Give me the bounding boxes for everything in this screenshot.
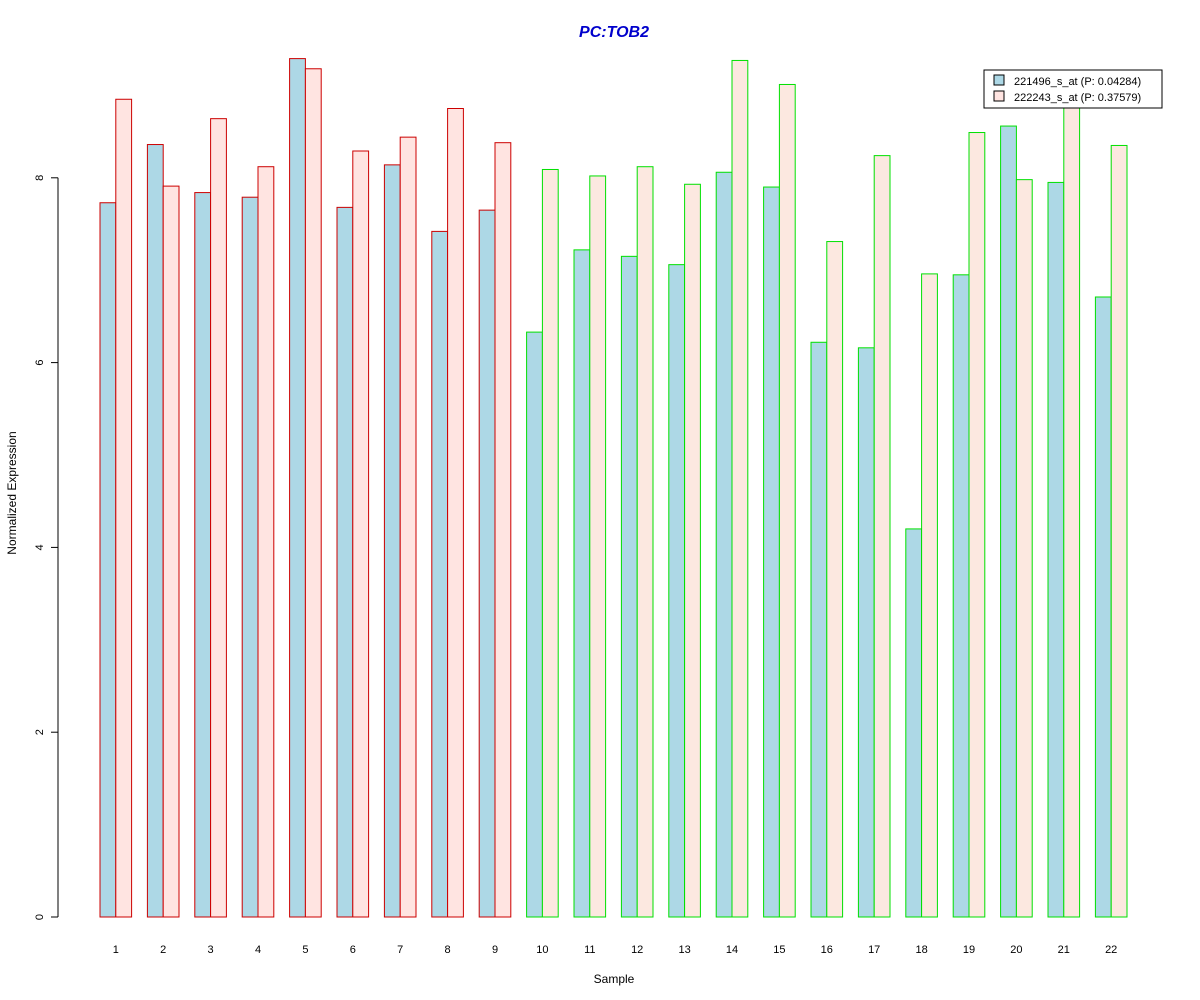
x-tick-label: 4	[255, 944, 261, 956]
legend-swatch-series-2	[993, 90, 1005, 102]
x-tick-label: 22	[1105, 944, 1117, 956]
bar-sample-10-series-1	[526, 331, 543, 918]
x-tick-label: 14	[726, 944, 738, 956]
x-tick-label: 1	[113, 944, 119, 956]
bar-sample-12-series-1	[620, 255, 638, 918]
x-tick-labels: 1 2 3 4 5 6 7 8 9 10 11 12 13 14 15 16 17 18 19 20 21 22	[113, 944, 1118, 956]
bar-sample-21-series-1	[1047, 181, 1065, 918]
bar-sample-16-series-1	[810, 341, 828, 918]
bar-sample-22-series-2	[1110, 144, 1128, 918]
bar-sample-4-series-2	[257, 166, 275, 918]
x-tick-label: 15	[773, 944, 785, 956]
bar-sample-7-series-2	[399, 136, 417, 918]
bar-sample-13-series-1	[668, 264, 686, 918]
bar-sample-17-series-2	[873, 155, 891, 918]
bar-sample-10-series-2	[541, 168, 559, 918]
bar-sample-18-series-2	[921, 273, 938, 918]
bar-sample-20-series-1	[1000, 125, 1017, 918]
bar-sample-14-series-2	[731, 59, 749, 918]
bar-sample-22-series-1	[1094, 296, 1112, 918]
x-tick-label: 20	[1010, 944, 1022, 956]
x-axis-label: Sample	[594, 972, 635, 986]
x-tick-label: 17	[868, 944, 880, 956]
x-tick-label: 5	[302, 944, 308, 956]
bar-sample-19-series-1	[952, 274, 970, 918]
x-tick-label: 16	[821, 944, 833, 956]
y-axis: 0 2 4 6 8	[34, 175, 59, 920]
bar-sample-1-series-1	[99, 202, 117, 918]
bar-sample-18-series-1	[905, 528, 923, 918]
bar-sample-7-series-1	[383, 164, 401, 918]
bar-sample-17-series-1	[857, 347, 875, 918]
bar-sample-14-series-1	[715, 171, 733, 918]
x-tick-label: 11	[584, 944, 595, 956]
legend: 221496_s_at (P: 0.04284) 222243_s_at (P:…	[983, 69, 1163, 109]
x-tick-label: 10	[536, 944, 548, 956]
bar-sample-13-series-2	[684, 183, 701, 918]
bar-sample-11-series-2	[589, 175, 607, 918]
bar-sample-6-series-2	[352, 150, 370, 918]
bar-sample-8-series-1	[431, 230, 449, 918]
bar-sample-6-series-1	[336, 206, 354, 918]
bar-sample-20-series-2	[1015, 179, 1033, 918]
x-tick-label: 3	[208, 944, 214, 956]
bar-sample-19-series-2	[968, 132, 986, 918]
x-tick-label: 6	[350, 944, 356, 956]
legend-label-series-1: 221496_s_at (P: 0.04284)	[1014, 76, 1141, 88]
bar-sample-9-series-1	[478, 209, 496, 918]
x-tick-label: 7	[397, 944, 403, 956]
x-tick-label: 13	[678, 944, 690, 956]
bar-sample-2-series-1	[146, 144, 164, 918]
chart-title: PC:TOB2	[579, 24, 649, 41]
bar-sample-9-series-2	[494, 142, 512, 918]
x-tick-label: 19	[963, 944, 975, 956]
bar-sample-16-series-2	[826, 241, 844, 918]
bar-sample-15-series-1	[763, 186, 780, 918]
x-tick-label: 21	[1058, 944, 1070, 956]
x-tick-label: 18	[915, 944, 927, 956]
y-tick-label: 6	[34, 360, 46, 366]
y-tick-label: 2	[34, 729, 46, 735]
bars-group	[99, 58, 1128, 918]
x-tick-label: 9	[492, 944, 498, 956]
bar-sample-15-series-2	[778, 83, 796, 918]
y-tick-label: 4	[34, 544, 46, 550]
bar-sample-21-series-2	[1063, 103, 1081, 918]
legend-swatch-series-1	[993, 74, 1005, 86]
bar-sample-11-series-1	[573, 249, 591, 918]
legend-label-series-2: 222243_s_at (P: 0.37579)	[1014, 92, 1141, 104]
bar-sample-5-series-2	[304, 68, 322, 918]
x-tick-label: 12	[631, 944, 643, 956]
bar-sample-2-series-2	[162, 185, 180, 918]
x-tick-label: 2	[160, 944, 166, 956]
legend-box	[983, 69, 1163, 109]
bar-sample-4-series-1	[241, 196, 259, 918]
bar-sample-12-series-2	[636, 166, 654, 918]
y-tick-label: 0	[34, 914, 46, 920]
y-tick-label: 8	[34, 175, 46, 181]
bar-sample-3-series-1	[194, 192, 212, 918]
bar-sample-5-series-1	[289, 58, 306, 918]
x-tick-label: 8	[445, 944, 451, 956]
bar-sample-8-series-2	[447, 108, 464, 918]
bar-sample-3-series-2	[210, 118, 227, 918]
bar-sample-1-series-2	[115, 98, 133, 918]
y-axis-label: Normalized Expression	[5, 431, 19, 554]
